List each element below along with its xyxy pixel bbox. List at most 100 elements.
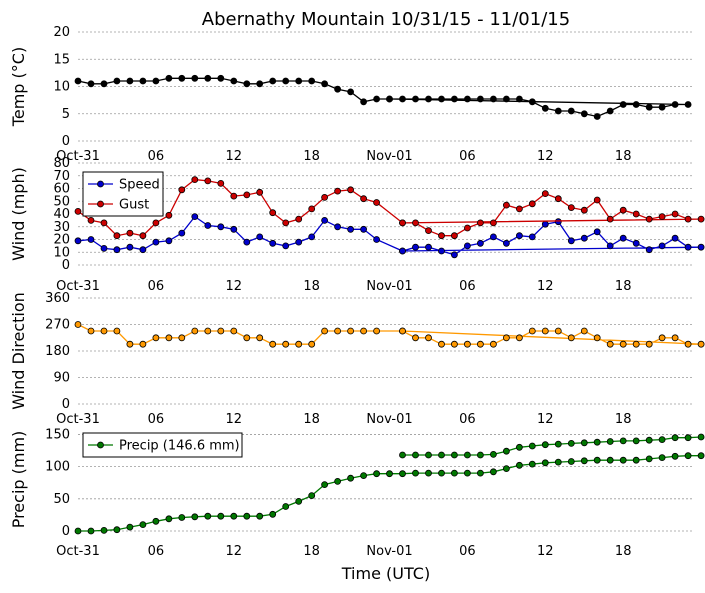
y-axis-label: Wind Direction — [9, 292, 28, 410]
temp-temp-point — [541, 104, 549, 112]
precip-precip-point — [243, 512, 251, 520]
y-tick-label: 70 — [53, 169, 70, 184]
direction-direction-point — [334, 327, 342, 335]
wind-gust-point — [489, 219, 497, 227]
temp-temp-point — [282, 77, 290, 85]
precip-precip-b-point — [593, 438, 601, 446]
precip-precip-point — [282, 503, 290, 510]
direction-direction-point — [516, 334, 523, 342]
direction-direction-point — [489, 340, 497, 348]
temp-temp-point — [593, 113, 601, 120]
wind-gust-point — [178, 186, 186, 194]
wind-speed-point — [321, 216, 329, 224]
precip-precip-point — [217, 512, 225, 520]
precip-precip-b-point — [619, 437, 627, 445]
precip-precip-point — [126, 523, 134, 531]
precip-precip-point — [334, 477, 342, 485]
precip-precip-point — [308, 492, 316, 500]
direction-direction-point — [87, 327, 95, 335]
precip-precip-b-point — [658, 436, 666, 444]
precip-precip-point — [697, 452, 705, 460]
x-axis-label: Time (UTC) — [341, 564, 430, 583]
temp-temp-point — [619, 101, 627, 108]
wind-gust-point — [593, 196, 601, 204]
temp-temp-point — [100, 80, 108, 88]
wind-gust-point — [230, 192, 238, 200]
precip-precip-point — [516, 461, 523, 469]
temp-temp-point — [476, 95, 484, 103]
direction-direction-point — [113, 327, 121, 335]
y-tick-label: 100 — [45, 460, 70, 475]
wind-speed-point — [243, 238, 251, 246]
legend-precip: Precip (146.6 mm) — [82, 432, 243, 458]
direction-direction-point — [554, 327, 562, 335]
precip-precip-b-point — [528, 442, 536, 450]
precip-precip-point — [113, 526, 121, 534]
wind-gust-line — [77, 178, 702, 237]
x-tick-label: 06 — [459, 149, 476, 164]
y-tick-label: 20 — [53, 25, 70, 40]
y-tick-label: 50 — [53, 492, 70, 507]
precip-precip-b-point — [516, 443, 523, 451]
direction-direction-point — [671, 334, 679, 342]
direction-direction-point — [502, 334, 510, 342]
x-tick-label: 18 — [303, 149, 320, 164]
wind-gust-point — [528, 200, 536, 208]
x-tick-label: 12 — [225, 279, 242, 294]
x-tick-label: Oct-31 — [56, 412, 100, 427]
wind-speed-point — [645, 246, 653, 254]
precip-precip-b-point — [412, 451, 419, 459]
wind-gust-point — [463, 224, 471, 232]
y-tick-label: 20 — [53, 233, 70, 248]
y-tick-label: 0 — [62, 258, 70, 273]
wind-speed-point — [528, 233, 536, 241]
wind-gust-point — [139, 232, 147, 240]
direction-direction-point — [139, 340, 147, 348]
panel-precip: 0 50 100 150 Precip (mm) Oct-31 06 12 18 Nov-01 06… — [9, 427, 705, 559]
precip-precip-point — [632, 456, 640, 464]
panel-direction: 0 90 180 270 360 Wind Direction Oct-31 06 12 18 No… — [9, 291, 705, 427]
x-tick-label: 18 — [615, 412, 632, 427]
wind-gust-point — [425, 227, 432, 235]
x-tick-label: Oct-31 — [56, 279, 100, 294]
temp-temp-point — [438, 95, 445, 103]
precip-precip-point — [476, 469, 484, 477]
precip-precip-b-point — [541, 441, 549, 449]
temp-temp-point — [580, 110, 588, 118]
wind-gust-point — [334, 187, 342, 195]
legend-label: Speed — [119, 178, 160, 193]
wind-speed-point — [450, 251, 458, 259]
y-tick-label: 0 — [62, 134, 70, 149]
wind-speed-point — [425, 243, 432, 251]
legend-box — [82, 171, 164, 217]
y-tick-label: 10 — [53, 80, 70, 95]
direction-direction-point — [476, 340, 484, 348]
precip-precip-point — [528, 460, 536, 468]
wind-speed-point — [658, 242, 666, 250]
wind-speed-point — [347, 225, 355, 233]
wind-speed-point — [204, 222, 212, 229]
wind-speed-point — [580, 234, 588, 242]
y-tick-label: 90 — [53, 371, 70, 386]
precip-precip-b-point — [438, 451, 445, 459]
x-tick-label: 12 — [537, 544, 554, 559]
legend-wind: Speed Gust — [82, 171, 164, 217]
precip-precip-b-point — [502, 447, 510, 455]
wind-speed-point — [217, 223, 225, 231]
wind-gust-point — [502, 201, 510, 209]
wind-gust-point — [671, 210, 679, 218]
precip-precip-b-point — [463, 451, 471, 459]
direction-direction-point — [412, 334, 419, 342]
precip-precip-b-point — [450, 451, 458, 459]
direction-direction-point — [347, 327, 355, 335]
wind-gust-point — [360, 195, 368, 203]
precip-precip-b-point — [606, 438, 614, 445]
wind-speed-point — [113, 246, 121, 254]
wind-gust-point — [217, 179, 225, 187]
wind-gust-point — [282, 219, 290, 227]
wind-speed-point — [463, 242, 471, 250]
temp-temp-point — [450, 95, 458, 103]
x-tick-label: Oct-31 — [56, 149, 100, 164]
x-tick-label: Nov-01 — [366, 544, 412, 559]
